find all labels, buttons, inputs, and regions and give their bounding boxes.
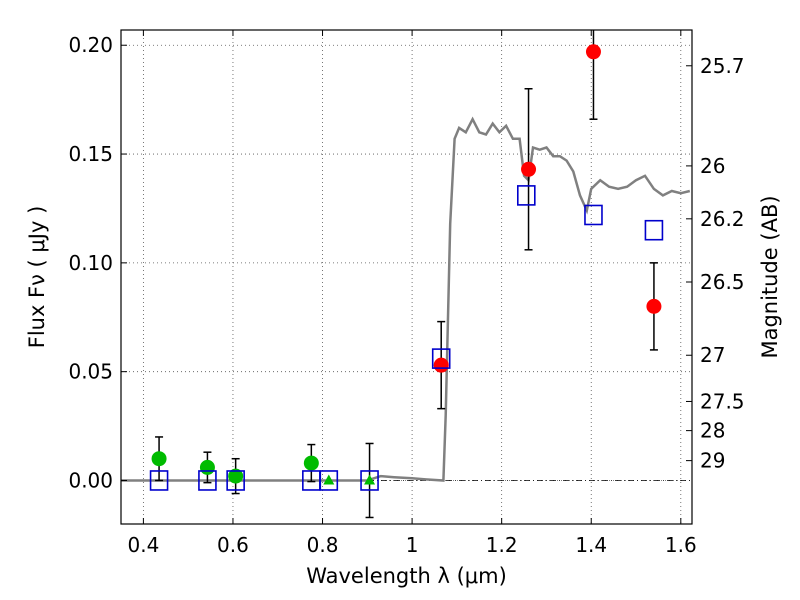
magnitude-tick-label: 26.5 xyxy=(700,270,745,294)
observed-point xyxy=(199,459,215,475)
model-photometry-box xyxy=(584,204,603,226)
observed-points xyxy=(151,44,662,485)
x-tick-label: 0.8 xyxy=(307,533,339,557)
y-tick-label: 0.15 xyxy=(68,142,113,166)
x-tick-label: 1.6 xyxy=(665,533,697,557)
grid-lines xyxy=(121,30,692,524)
y-tick-label: 0.20 xyxy=(68,33,113,57)
x-tick-label: 1.2 xyxy=(486,533,518,557)
observed-point xyxy=(433,357,449,373)
observed-point xyxy=(646,298,662,314)
model-photometry-box xyxy=(198,470,217,491)
observed-point xyxy=(303,455,319,471)
magnitude-tick-label: 26 xyxy=(700,154,725,178)
model-photometry-box xyxy=(516,185,536,206)
magnitude-tick-label: 29 xyxy=(700,449,725,473)
magnitude-tick-label: 26.2 xyxy=(700,207,745,231)
model-photometry-box xyxy=(226,470,245,491)
x-tick-label: 1 xyxy=(406,533,419,557)
x-axis-ticks: 0.4 0.6 0.8 1 1.2 1.4 1.6 xyxy=(127,30,697,557)
y-tick-label: 0.05 xyxy=(68,360,113,384)
y-tick-label: 0.00 xyxy=(68,468,113,492)
x-tick-label: 0.4 xyxy=(127,533,159,557)
model-photometry-box xyxy=(319,470,339,491)
observed-point xyxy=(151,451,167,467)
plot-frame xyxy=(120,29,693,525)
model-photometry-boxes xyxy=(149,185,664,491)
x-tick-label: 1.4 xyxy=(575,533,607,557)
magnitude-tick-label: 27.5 xyxy=(700,389,745,413)
y-tick-label: 0.10 xyxy=(68,251,113,275)
x-tick-label: 0.6 xyxy=(217,533,249,557)
magnitude-axis-ticks: 25.7 26 26.2 26.5 27 27.5 28 29 xyxy=(686,54,745,473)
observed-point xyxy=(228,468,244,484)
right-axis-label: Magnitude (AB) xyxy=(758,195,782,358)
upper-limit-point xyxy=(364,474,376,485)
model-photometry-box xyxy=(360,470,379,491)
magnitude-tick-label: 28 xyxy=(700,419,725,443)
upper-limit-point xyxy=(323,474,335,485)
error-bars xyxy=(155,30,658,519)
model-photometry-box xyxy=(431,348,451,369)
magnitude-tick-label: 25.7 xyxy=(700,54,745,78)
observed-point xyxy=(585,44,601,60)
y-axis-label: Flux Fν ( μJy ) xyxy=(25,206,49,349)
y-axis-ticks: 0.00 0.05 0.10 0.15 0.20 xyxy=(68,33,127,492)
x-axis-label: Wavelength λ (μm) xyxy=(306,564,507,588)
observed-point xyxy=(521,161,537,177)
model-photometry-box xyxy=(644,219,664,241)
model-sed-line xyxy=(121,116,691,482)
magnitude-tick-label: 27 xyxy=(700,343,725,367)
model-photometry-box xyxy=(149,470,169,491)
